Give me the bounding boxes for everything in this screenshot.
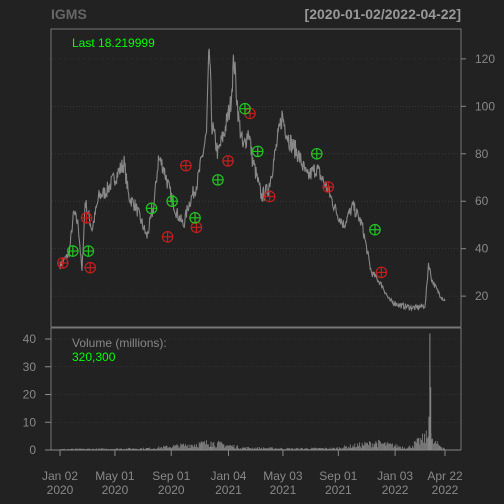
- x-tick-label-year: 2020: [47, 483, 74, 497]
- buy-marker: [82, 245, 95, 257]
- x-tick-label-date: May 01: [95, 469, 135, 483]
- buy-marker: [145, 202, 158, 215]
- x-tick-label-year: 2021: [270, 483, 297, 497]
- volume-tick-label: 0: [29, 443, 36, 457]
- volume-tick-label: 30: [23, 360, 37, 374]
- price-panel-frame: [50, 28, 462, 328]
- volume-label: Volume (millions):: [72, 336, 167, 350]
- buy-marker: [212, 174, 224, 186]
- price-tick-label: 120: [475, 52, 495, 66]
- buy-marker: [166, 195, 178, 208]
- sell-marker: [84, 261, 97, 274]
- buy-marker: [239, 102, 251, 115]
- date-range-title: [2020-01-02/2022-04-22]: [304, 6, 461, 22]
- volume-grid: [52, 338, 460, 423]
- chart-symbol-title: IGMS: [51, 6, 87, 22]
- x-tick-label-year: 2020: [158, 483, 185, 497]
- buy-marker: [67, 245, 79, 257]
- signal-markers: [56, 102, 388, 279]
- sell-marker: [190, 221, 203, 234]
- x-tick-label-date: Apr 22: [427, 469, 463, 483]
- volume-y-axis: 0 10 20 30 40: [23, 332, 51, 457]
- price-tick-label: 20: [475, 289, 489, 303]
- last-price-label: Last 18.219999: [72, 36, 155, 50]
- sell-marker: [375, 266, 388, 279]
- x-tick-label-year: 2022: [432, 483, 459, 497]
- sell-marker: [180, 159, 192, 172]
- price-tick-label: 60: [475, 194, 489, 208]
- x-tick-label-year: 2020: [102, 483, 129, 497]
- x-tick-label-year: 2021: [325, 483, 352, 497]
- buy-marker: [251, 145, 264, 158]
- x-tick-label-date: Jan 02: [42, 469, 78, 483]
- buy-marker: [369, 223, 381, 236]
- price-tick-label: 40: [475, 242, 489, 256]
- sell-marker: [56, 257, 69, 269]
- volume-tick-label: 40: [23, 332, 37, 346]
- x-tick-label-year: 2021: [215, 483, 242, 497]
- x-tick-label-date: May 03: [263, 469, 303, 483]
- price-tick-label: 100: [475, 99, 495, 113]
- sell-marker: [322, 181, 335, 193]
- sell-marker: [80, 212, 93, 224]
- sell-marker: [161, 231, 174, 243]
- x-tick-label-date: Sep 01: [152, 469, 190, 483]
- buy-marker: [189, 212, 201, 224]
- price-grid: [52, 58, 460, 297]
- sell-marker: [222, 155, 234, 167]
- volume-tick-label: 10: [23, 415, 37, 429]
- x-tick-label-year: 2022: [382, 483, 409, 497]
- volume-bars: [59, 333, 445, 450]
- sell-marker: [263, 190, 276, 203]
- price-y-axis: 20 40 60 80 100 120: [461, 52, 495, 303]
- volume-value: 320,300: [72, 350, 116, 364]
- price-tick-label: 80: [475, 147, 489, 161]
- buy-marker: [311, 147, 323, 160]
- price-line: [59, 48, 446, 312]
- x-tick-label-date: Jan 03: [377, 469, 413, 483]
- x-tick-label-date: Sep 01: [319, 469, 357, 483]
- x-tick-label-date: Jan 04: [210, 469, 246, 483]
- volume-tick-label: 20: [23, 388, 37, 402]
